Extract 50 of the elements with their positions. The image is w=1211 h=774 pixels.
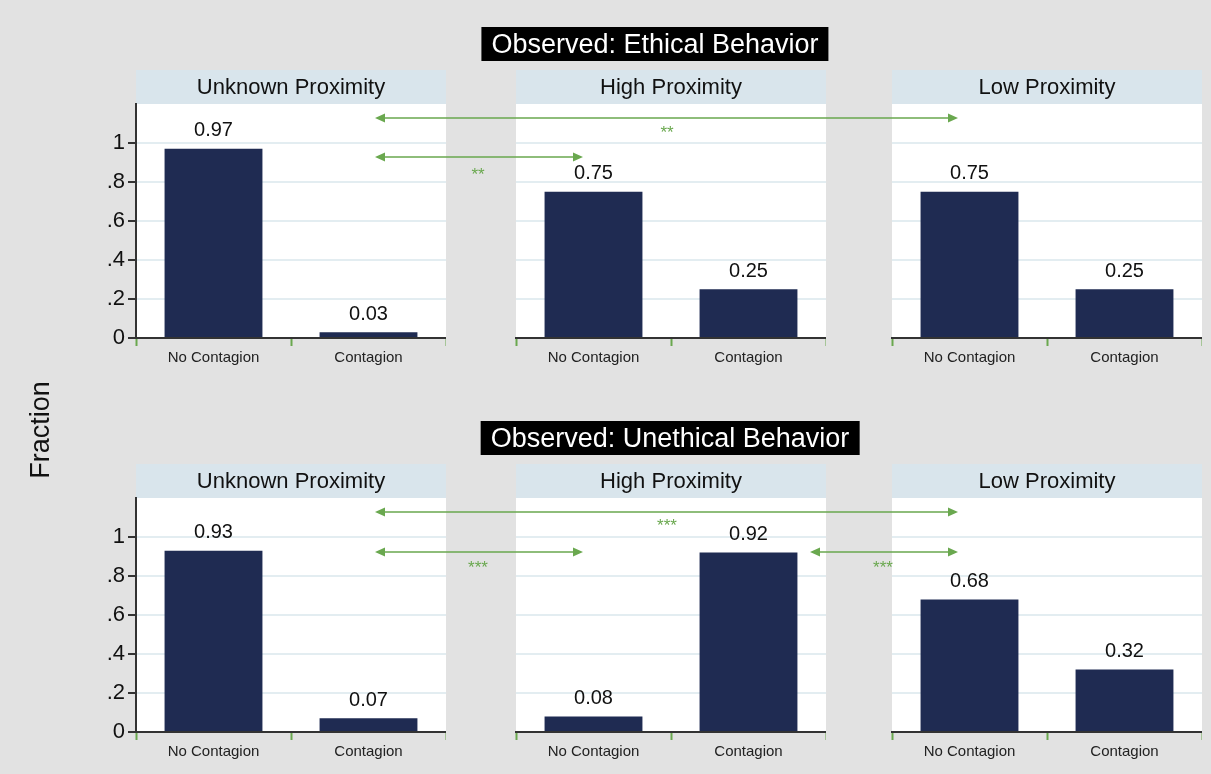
data-label: 0.68	[950, 568, 989, 591]
y-tick-label: .2	[106, 285, 125, 311]
x-tick-label: No Contagion	[167, 742, 260, 760]
annotation: ***	[657, 516, 677, 536]
y-tick-label: .6	[106, 601, 125, 627]
text: Observed: Ethical Behavior	[481, 27, 829, 61]
chart-title: Unknown Proximity	[136, 70, 446, 104]
x-tick-label: Contagion	[334, 742, 403, 760]
data-label: 0.08	[574, 685, 613, 708]
x-tick-label: Contagion	[714, 348, 783, 366]
data-label: 0.97	[194, 118, 233, 141]
x-tick-label: Contagion	[1090, 348, 1159, 366]
y-tick-label: 1	[112, 129, 125, 155]
y-tick-label: 0	[112, 324, 125, 350]
chart-title: Unknown Proximity	[136, 464, 446, 498]
annotation: ***	[873, 558, 893, 578]
y-tick-label: .6	[106, 207, 125, 233]
data-label: 0.25	[1105, 258, 1144, 281]
x-tick-label: No Contagion	[923, 742, 1016, 760]
data-label: 0.25	[729, 258, 768, 281]
chart-title: High Proximity	[516, 464, 826, 498]
x-tick-label: No Contagion	[923, 348, 1016, 366]
x-tick-label: No Contagion	[547, 742, 640, 760]
chart-title: High Proximity	[516, 70, 826, 104]
y-tick-label: .2	[106, 679, 125, 705]
text: ***	[468, 558, 488, 578]
text: Observed: Unethical Behavior	[480, 421, 860, 455]
x-tick-label: Contagion	[1090, 742, 1159, 760]
data-label: 0.75	[950, 161, 989, 184]
y-tick-label: .8	[106, 562, 125, 588]
data-label: 0.93	[194, 520, 233, 543]
y-tick-label: .4	[106, 246, 125, 272]
y-axis-title: Fraction	[24, 381, 56, 479]
data-label: 0.32	[1105, 639, 1144, 662]
data-label: 0.75	[574, 161, 613, 184]
y-tick-label: .4	[106, 640, 125, 666]
chart-title: Low Proximity	[892, 464, 1202, 498]
data-label: 0.07	[349, 687, 388, 710]
text: **	[471, 165, 485, 185]
data-label: 0.03	[349, 301, 388, 324]
y-tick-label: .8	[106, 168, 125, 194]
data-label: 0.92	[729, 522, 768, 545]
y-tick-label: 1	[112, 523, 125, 549]
annotation: **	[660, 123, 674, 143]
x-tick-label: Contagion	[714, 742, 783, 760]
chart-title: Low Proximity	[892, 70, 1202, 104]
x-tick-label: Contagion	[334, 348, 403, 366]
x-tick-label: No Contagion	[167, 348, 260, 366]
y-tick-label: 0	[112, 718, 125, 744]
x-tick-label: No Contagion	[547, 348, 640, 366]
